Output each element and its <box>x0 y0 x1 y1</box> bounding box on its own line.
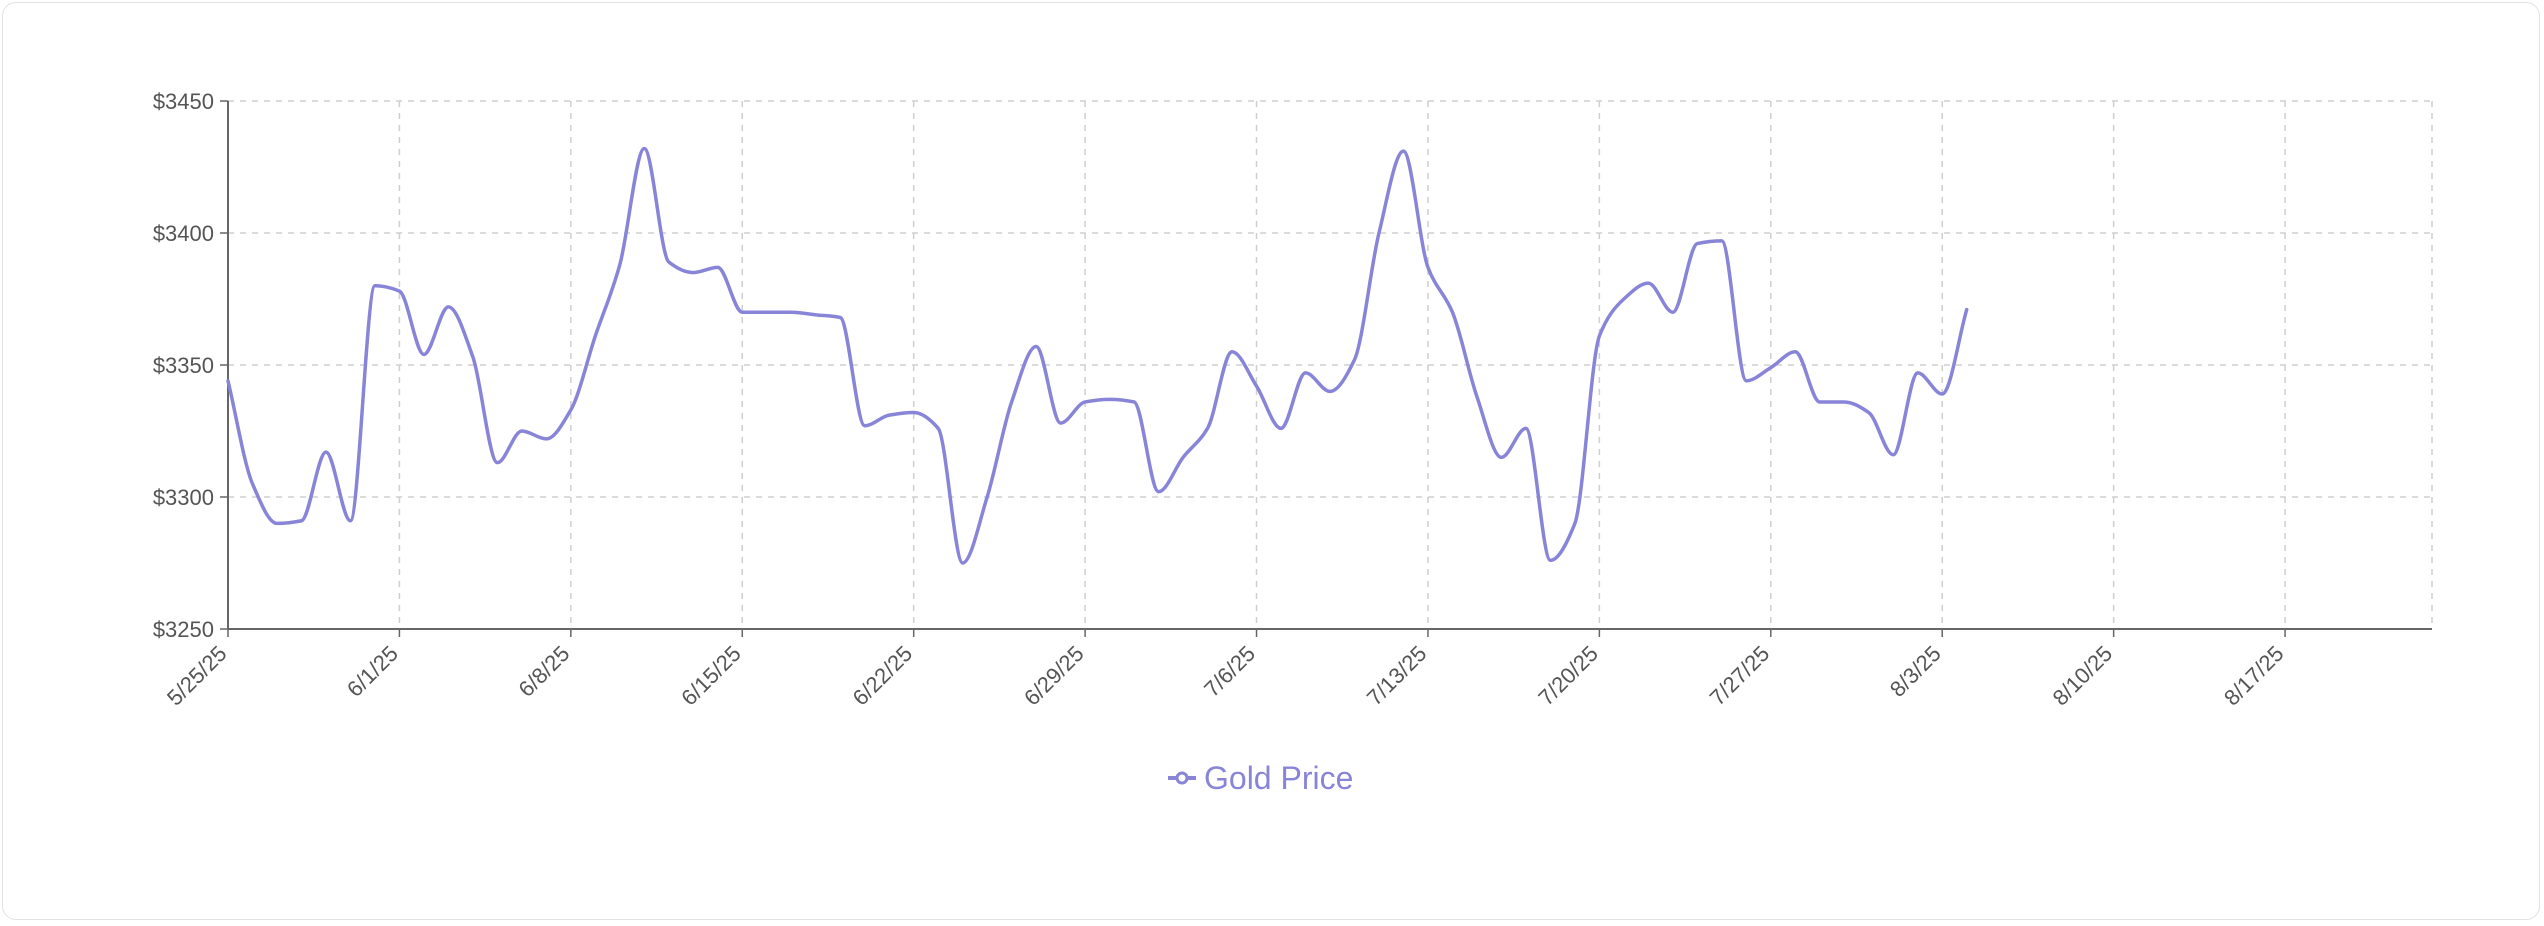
y-tick-label: $3450 <box>153 89 214 114</box>
x-tick-label: 6/22/25 <box>848 641 918 711</box>
x-tick-label: 7/27/25 <box>1705 641 1775 711</box>
y-axis-ticks: $3250 $3300 $3350 $3400 $3450 <box>153 89 228 642</box>
x-tick-label: 7/6/25 <box>1199 641 1260 702</box>
x-tick-label: 5/25/25 <box>162 641 232 711</box>
x-tick-label: 6/1/25 <box>342 641 403 702</box>
chart-grid <box>227 100 2433 630</box>
y-tick-label: $3350 <box>153 353 214 378</box>
y-tick-label: $3300 <box>153 485 214 510</box>
x-tick-label: 7/20/25 <box>1533 641 1603 711</box>
x-axis-ticks: 5/25/25 6/1/25 6/8/25 6/15/25 6/22/25 6/29/25… <box>162 629 2289 710</box>
legend-marker-icon <box>1175 771 1189 785</box>
y-tick-label: $3250 <box>153 617 214 642</box>
x-tick-label: 8/3/25 <box>1885 641 1946 702</box>
series-line-gold-price <box>226 146 1969 565</box>
legend-label-gold-price: Gold Price <box>1204 760 1353 796</box>
x-tick-label: 8/17/25 <box>2219 641 2289 711</box>
x-tick-label: 6/8/25 <box>513 641 574 702</box>
x-tick-label: 6/29/25 <box>1019 641 1089 711</box>
y-tick-label: $3400 <box>153 221 214 246</box>
x-tick-label: 6/15/25 <box>676 641 746 711</box>
chart-legend: Gold Price <box>1168 760 1353 796</box>
x-tick-label: 8/10/25 <box>2048 641 2118 711</box>
chart-series <box>226 146 1969 565</box>
x-tick-label: 7/13/25 <box>1362 641 1432 711</box>
